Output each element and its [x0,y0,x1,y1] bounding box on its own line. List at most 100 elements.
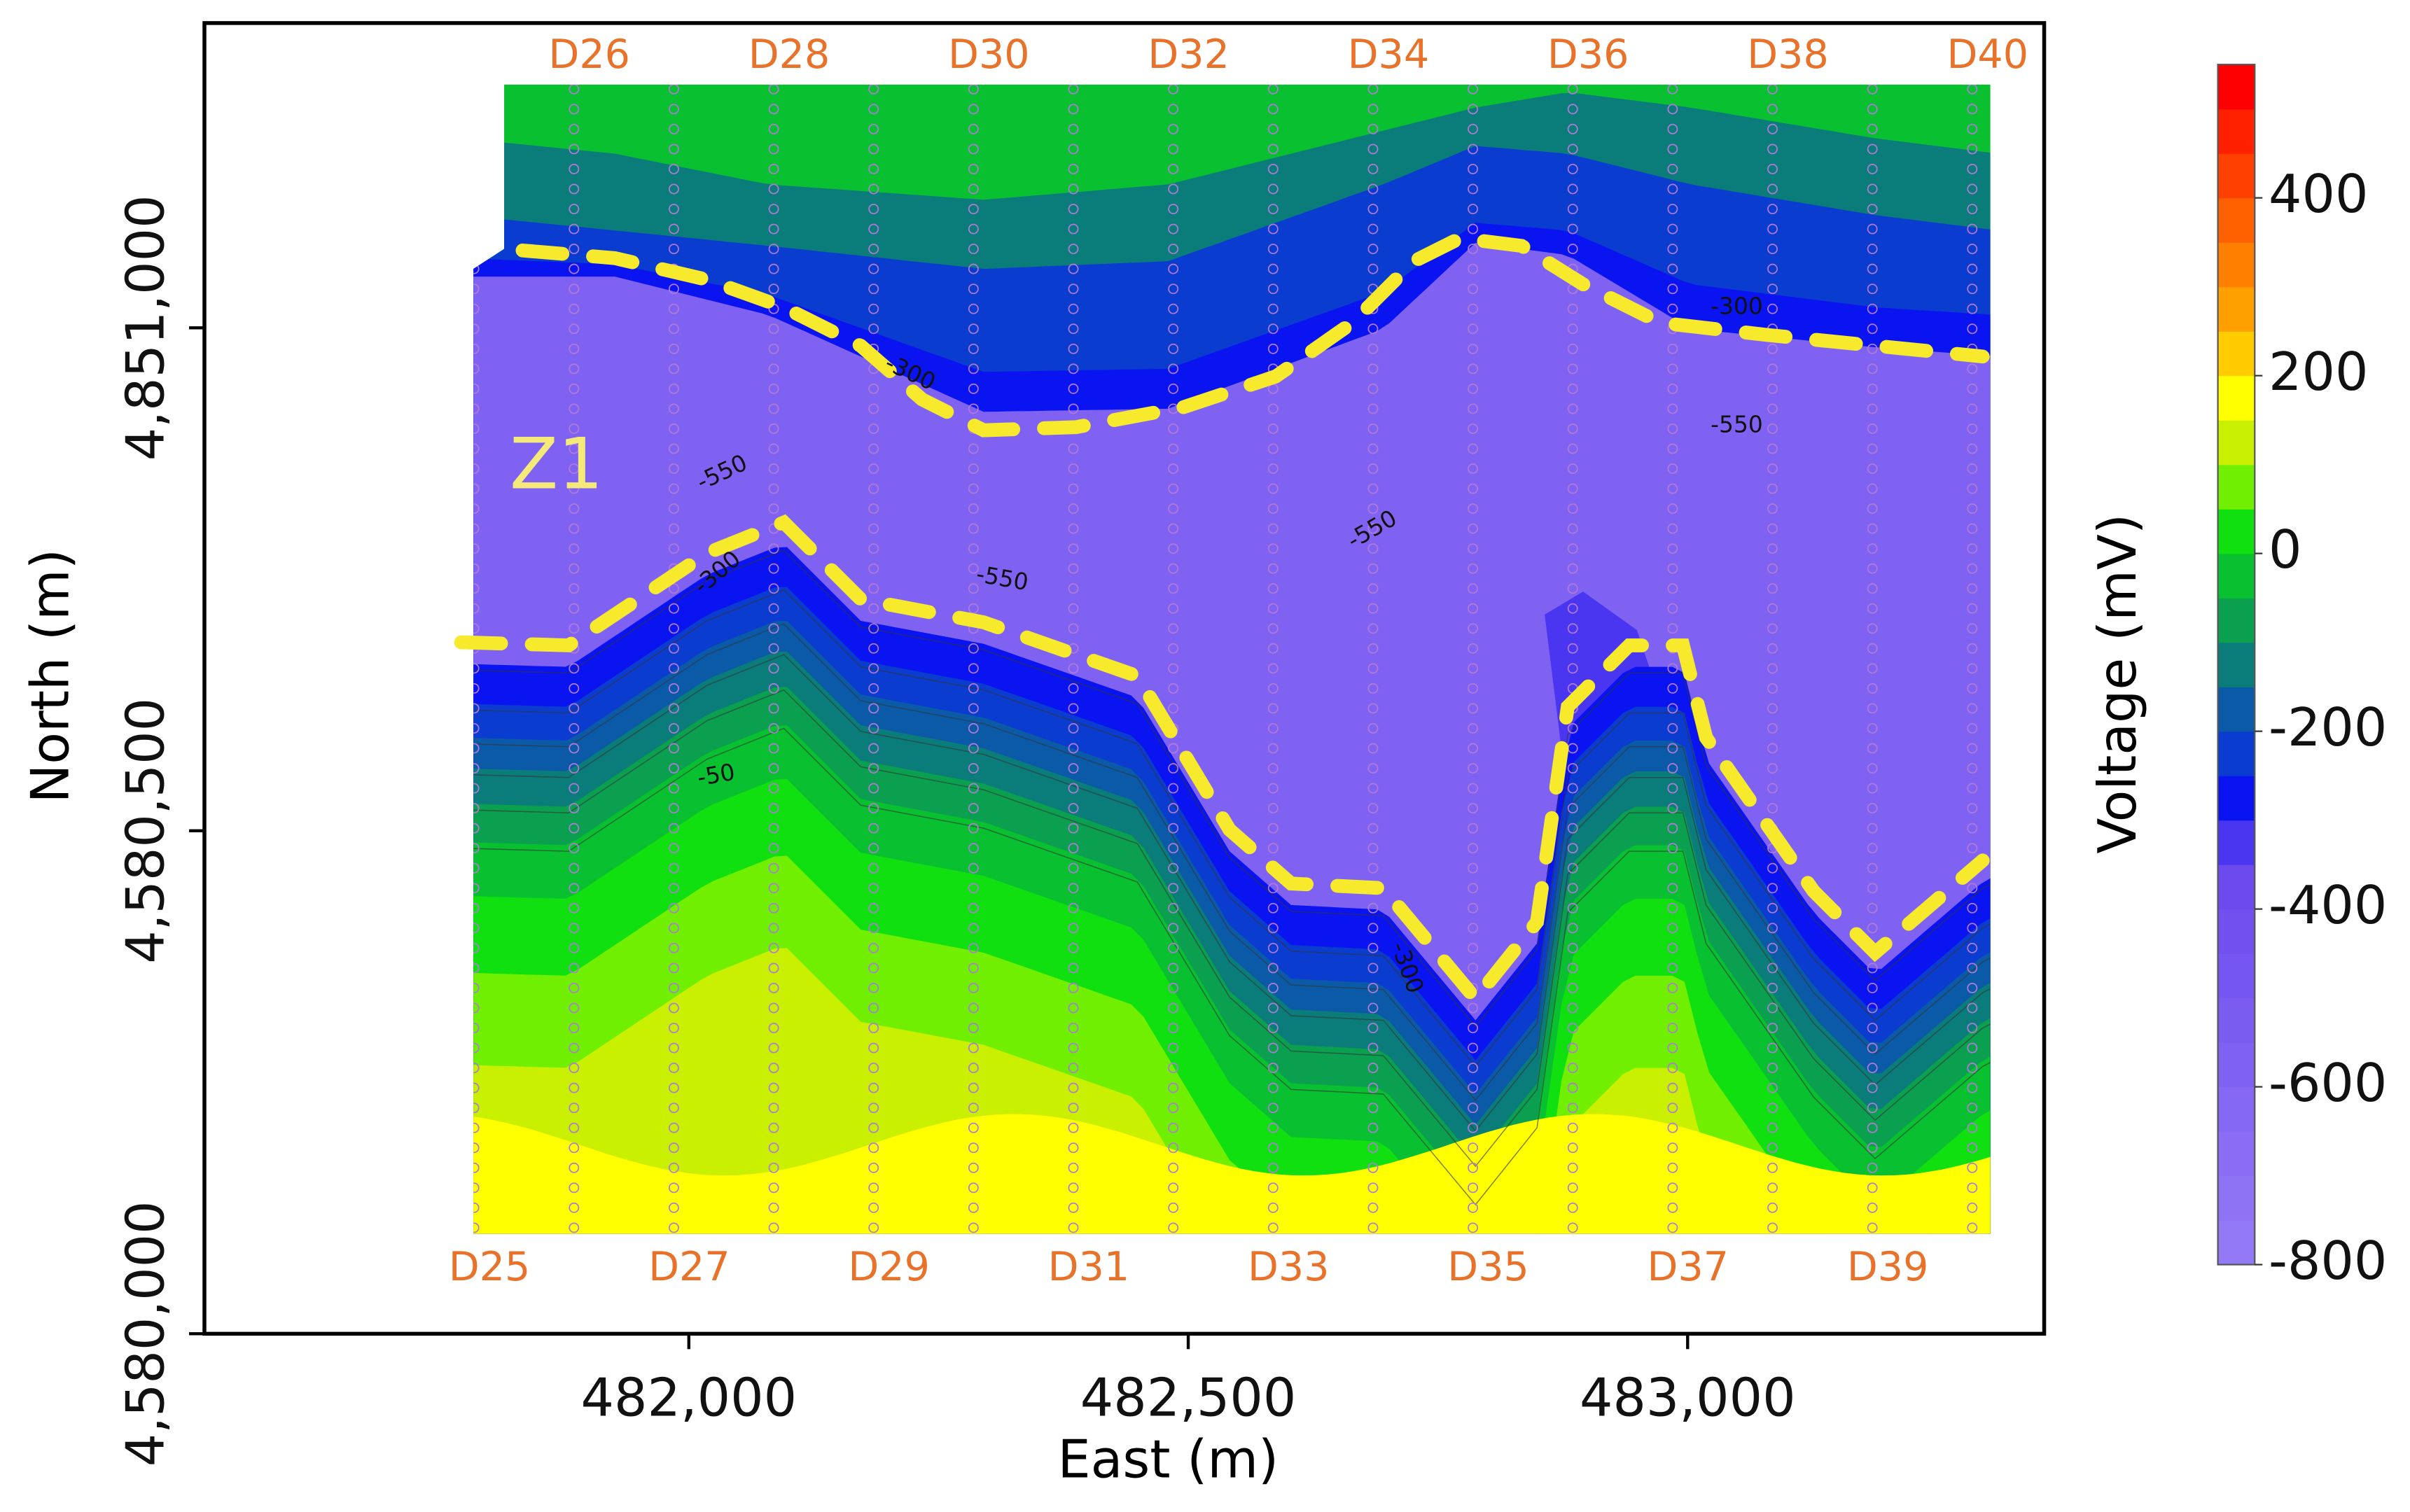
station [968,1082,979,1093]
station [1667,1082,1678,1093]
station [668,822,679,834]
station [1767,983,1778,993]
station [768,723,779,734]
station [1068,1002,1079,1014]
station [1168,383,1179,394]
station [473,1122,480,1133]
station [1267,443,1279,454]
station [1168,284,1179,295]
station [1667,123,1678,134]
station [1267,1222,1279,1233]
station [1068,263,1079,274]
station [1967,123,1978,134]
colorbar-swatch [2217,286,2255,332]
station [1867,303,1878,314]
station [868,123,879,134]
y-tick-label: 4,851,000 [115,195,176,461]
station [768,263,779,274]
station [1168,623,1179,634]
station [1168,1122,1179,1133]
station [473,1023,480,1034]
station [1168,1042,1179,1054]
station [1267,983,1279,993]
station [1867,962,1878,974]
station [1468,843,1479,854]
station [1367,1222,1379,1233]
station [1567,843,1578,854]
station [1267,583,1279,594]
station [1367,902,1379,913]
plot-frame [202,21,2047,1336]
station [1468,383,1479,394]
station [1367,1122,1379,1133]
station [1767,1002,1778,1014]
station [1367,663,1379,674]
station [868,1023,879,1034]
station [1068,1042,1079,1054]
station [473,1142,480,1154]
station [1967,723,1978,734]
station [968,483,979,494]
colorbar-tick-label: 200 [2269,342,2368,402]
station [569,1042,580,1054]
station [1367,822,1379,834]
profile-label: D27 [648,1244,730,1290]
station [968,403,979,414]
station [1168,1063,1179,1074]
station [569,123,580,134]
station [668,1202,679,1213]
colorbar-swatch [2217,242,2255,288]
station [968,902,979,913]
station [968,263,979,274]
station [1068,1063,1079,1074]
colorbar-tick-label: 400 [2269,164,2368,225]
station [1267,104,1279,115]
profile-stations [1867,84,1878,1233]
station [1767,1042,1778,1054]
station [1967,1102,1978,1114]
station [668,703,679,714]
station [1867,923,1878,934]
station [1767,303,1778,314]
colorbar-swatch [2217,997,2255,1043]
station [768,1102,779,1114]
station [1468,1162,1479,1173]
station [1068,862,1079,874]
station [1667,1142,1678,1154]
station [569,843,580,854]
x-axis-label: East (m) [1057,1429,1279,1490]
station [1168,303,1179,314]
station [1667,942,1678,953]
station [1867,743,1878,754]
station [1468,902,1479,913]
station [668,923,679,934]
station [1667,443,1678,454]
station [768,763,779,774]
station [1367,1102,1379,1114]
station [1068,383,1079,394]
station [968,843,979,854]
station [1068,204,1079,214]
station [1367,244,1379,255]
station [1068,883,1079,894]
station [1168,822,1179,834]
station [1267,1082,1279,1093]
station [1168,363,1179,374]
station [1667,783,1678,794]
station [1767,1082,1778,1093]
station [1068,962,1079,974]
contour-line [473,623,1991,1101]
station [1967,1042,1978,1054]
station [1567,323,1578,335]
station [1967,623,1978,634]
station [868,263,879,274]
station [1068,483,1079,494]
station [768,883,779,894]
contour-line [473,549,1991,1028]
zone-boundary [454,514,1990,1010]
station [473,1002,480,1014]
station [968,803,979,814]
station [1468,563,1479,574]
station [1068,902,1079,913]
station [1468,164,1479,174]
